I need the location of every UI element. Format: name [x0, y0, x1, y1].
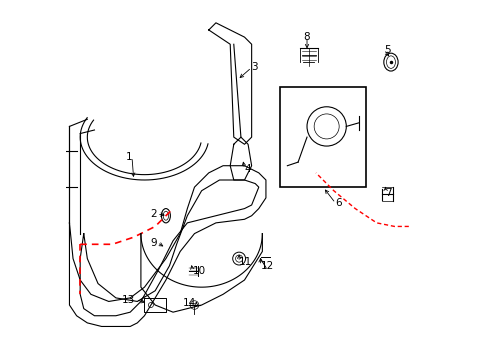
- Text: 2: 2: [150, 209, 157, 219]
- Text: 11: 11: [239, 257, 252, 267]
- Text: 7: 7: [385, 188, 391, 198]
- Text: 8: 8: [303, 32, 310, 42]
- Text: 9: 9: [150, 238, 157, 248]
- Text: 13: 13: [122, 295, 135, 305]
- Bar: [280, 87, 365, 187]
- Text: 4: 4: [244, 164, 251, 174]
- Text: 14: 14: [183, 298, 196, 308]
- Text: 3: 3: [251, 63, 258, 72]
- Text: 10: 10: [192, 266, 205, 276]
- Text: 6: 6: [335, 198, 342, 208]
- Text: 5: 5: [383, 45, 389, 55]
- Text: 1: 1: [125, 152, 132, 162]
- Text: 12: 12: [260, 261, 273, 271]
